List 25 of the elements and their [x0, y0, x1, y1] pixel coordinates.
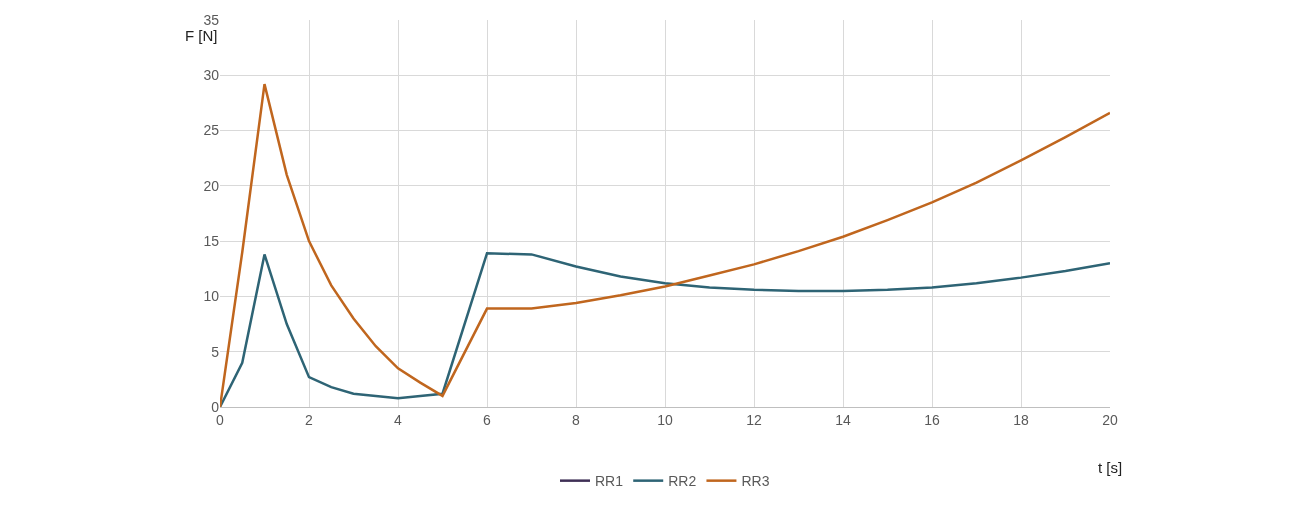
x-tick-label: 20: [1102, 411, 1118, 428]
y-tick-label: 25: [203, 122, 220, 139]
y-axis-title: F [N]: [185, 27, 218, 44]
x-tick-label: 2: [305, 411, 314, 428]
x-tick-label: 4: [394, 411, 403, 428]
line-series: [220, 252, 1110, 407]
y-tick-label: 35: [203, 11, 220, 28]
y-tick-label: 0: [211, 398, 220, 415]
x-tick-label: 18: [1013, 411, 1029, 428]
x-tick-label: 14: [835, 411, 851, 428]
y-tick-label: 10: [203, 288, 220, 305]
line-series: [220, 82, 1110, 407]
y-tick-label: 15: [203, 233, 220, 250]
legend-label: RR1: [595, 473, 624, 490]
x-tick-label: 8: [572, 411, 581, 428]
x-tick-label: 16: [924, 411, 940, 428]
x-tick-label: 10: [657, 411, 673, 428]
y-tick-label: 20: [203, 177, 220, 194]
y-tick-label: 5: [211, 343, 220, 360]
legend-label: RR2: [668, 473, 697, 490]
y-tick-label: 30: [203, 67, 220, 84]
x-axis-title: t [s]: [1098, 459, 1123, 476]
x-tick-label: 6: [483, 411, 492, 428]
legend-label: RR3: [741, 473, 770, 490]
x-tick-label: 12: [746, 411, 762, 428]
